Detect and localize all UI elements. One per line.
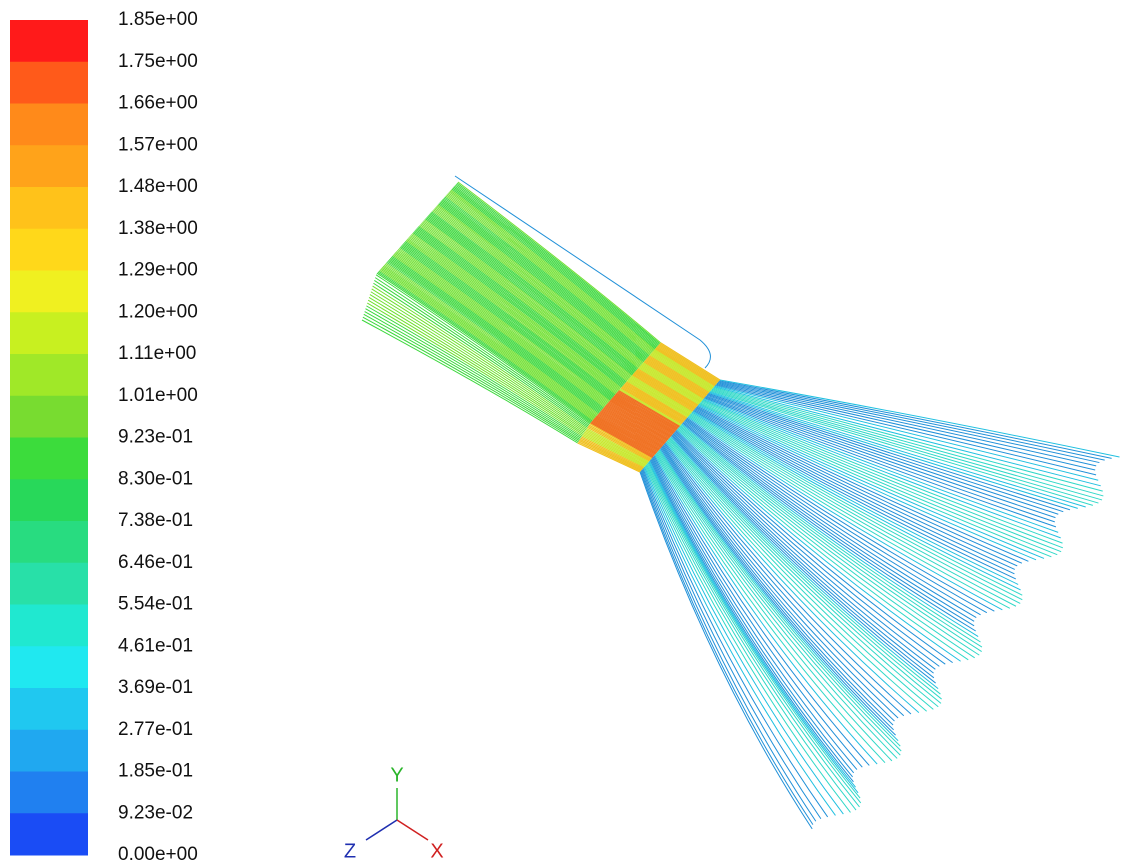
legend-label: 1.66e+00 <box>118 93 198 114</box>
legend-label: 1.48e+00 <box>118 176 198 197</box>
color-band <box>10 688 88 730</box>
z-axis <box>366 820 397 840</box>
color-band <box>10 187 88 229</box>
color-band <box>10 104 88 146</box>
legend-label: 9.23e-01 <box>118 427 193 448</box>
legend-label: 9.23e-02 <box>118 802 193 823</box>
legend-label: 2.77e-01 <box>118 719 193 740</box>
legend-label: 1.38e+00 <box>118 218 198 239</box>
color-band <box>10 563 88 605</box>
colorbar-labels: 1.85e+00 1.75e+00 1.66e+00 1.57e+00 1.48e+00… <box>118 9 198 865</box>
color-band <box>10 730 88 772</box>
legend-label: 5.54e-01 <box>118 594 193 615</box>
color-band <box>10 271 88 313</box>
color-band <box>10 396 88 438</box>
color-band <box>10 479 88 521</box>
legend-label: 1.01e+00 <box>118 385 198 406</box>
legend-label: 3.69e-01 <box>118 677 193 698</box>
color-band <box>10 20 88 62</box>
legend-label: 1.29e+00 <box>118 260 198 281</box>
color-band <box>10 145 88 187</box>
color-band <box>10 646 88 688</box>
y-label: Y <box>390 764 403 786</box>
color-band <box>10 312 88 354</box>
colorbar <box>10 20 88 856</box>
color-band <box>10 521 88 563</box>
pathline <box>641 471 813 824</box>
legend-label: 1.75e+00 <box>118 51 198 72</box>
color-band <box>10 605 88 647</box>
legend-label: 8.30e-01 <box>118 468 193 489</box>
pathlines <box>362 176 1120 829</box>
legend-label: 7.38e-01 <box>118 510 193 531</box>
legend-label: 1.57e+00 <box>118 134 198 155</box>
x-axis <box>397 820 428 840</box>
legend-label: 0.00e+00 <box>118 844 198 865</box>
color-band <box>10 438 88 480</box>
legend-label: 1.20e+00 <box>118 301 198 322</box>
legend-label: 1.11e+00 <box>118 343 196 364</box>
pathline <box>651 459 853 777</box>
viewport: 1.85e+00 1.75e+00 1.66e+00 1.57e+00 1.48e+00… <box>0 0 1136 865</box>
color-band <box>10 772 88 814</box>
z-label: Z <box>344 840 356 862</box>
pathline <box>669 438 941 699</box>
axis-triad: Y Z X <box>344 764 444 862</box>
pathline <box>716 384 1095 470</box>
legend-label: 4.61e-01 <box>118 635 193 656</box>
color-band <box>10 62 88 104</box>
color-band <box>10 813 88 855</box>
color-band <box>10 354 88 396</box>
legend-label: 1.85e-01 <box>118 761 193 782</box>
legend-label: 1.85e+00 <box>118 9 198 30</box>
legend-label: 6.46e-01 <box>118 552 193 573</box>
x-label: X <box>430 840 443 862</box>
color-band <box>10 229 88 271</box>
